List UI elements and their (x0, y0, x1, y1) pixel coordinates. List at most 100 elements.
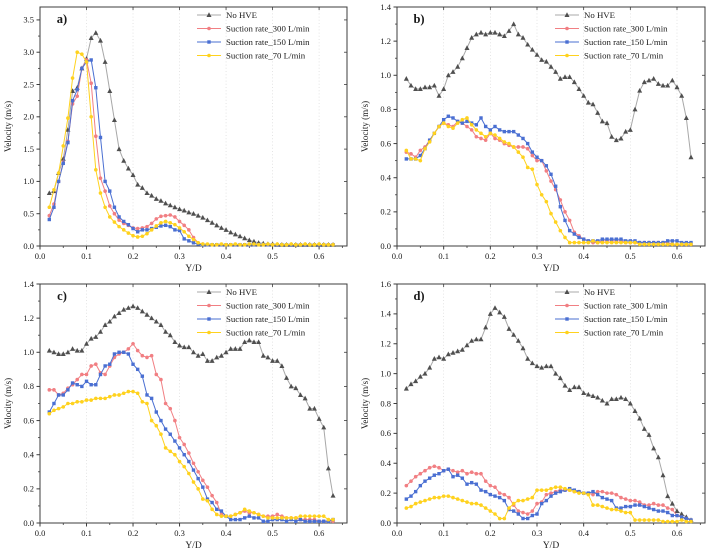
legend-label-suction-300: Suction rate_300 L/min (226, 24, 310, 34)
panel-label-a: a) (57, 12, 67, 26)
series-suction-70-c (47, 389, 335, 522)
svg-text:0.5: 0.5 (625, 251, 636, 261)
legend-item-suction-70-d: Suction rate_70 L/min (555, 328, 664, 338)
svg-text:0.6: 0.6 (672, 251, 683, 261)
svg-text:0.6: 0.6 (380, 138, 391, 148)
svg-text:0.0: 0.0 (380, 518, 391, 528)
svg-text:0.4: 0.4 (578, 251, 589, 261)
chart-c-canvas: 0.0 0.1 0.2 0.3 0.4 0.5 0.6 Y/D 0.0 0.2 0.4 0.6 0.8 1… (3, 279, 348, 551)
legend-label-suction-70: Suction rate_70 L/min (584, 51, 664, 61)
svg-text:0.5: 0.5 (267, 251, 278, 261)
subplot-c: 0.0 0.1 0.2 0.3 0.4 0.5 0.6 Y/D 0.0 0.2 0.4 0.6 0.8 1… (0, 277, 357, 554)
gridlines-b (443, 7, 678, 246)
svg-text:1.6: 1.6 (380, 279, 391, 289)
svg-text:0.6: 0.6 (23, 415, 34, 425)
subplot-d: 0.0 0.1 0.2 0.3 0.4 0.5 0.6 Y/D 0.0 0.2 0.4 0.6 0.8 1… (357, 277, 715, 554)
series-suction-150-b (404, 114, 693, 245)
x-axis-b: 0.0 0.1 0.2 0.3 0.4 0.5 0.6 Y/D (392, 7, 701, 274)
x-axis-c: 0.0 0.1 0.2 0.3 0.4 0.5 0.6 Y/D (35, 284, 343, 551)
legend-label-suction-300: Suction rate_300 L/min (584, 301, 668, 311)
y-axis-title-a: Velocity (m/s) (3, 101, 13, 152)
legend-label-no-hve: No HVE (226, 10, 257, 20)
legend-label-no-hve: No HVE (584, 287, 615, 297)
legend-c: No HVE Suction rate_300 L/min Suction rate… (197, 287, 310, 338)
svg-text:0.2: 0.2 (128, 528, 139, 538)
svg-text:0.4: 0.4 (23, 450, 34, 460)
subplot-b: 0.0 0.1 0.2 0.3 0.4 0.5 0.6 Y/D 0.0 0.2 0.4 0.6 0.8 1… (357, 0, 715, 277)
legend-item-suction-150-a: Suction rate_150 L/min (197, 37, 310, 47)
svg-text:0.8: 0.8 (23, 381, 34, 391)
y-axis-d: 0.0 0.2 0.4 0.6 0.8 1.0 1.2 1.4 1.6 Velocity (m/s… (360, 279, 705, 528)
svg-text:0.0: 0.0 (392, 528, 403, 538)
legend-item-suction-300-a: Suction rate_300 L/min (197, 24, 310, 34)
svg-text:0.1: 0.1 (81, 528, 92, 538)
chart-d-canvas: 0.0 0.1 0.2 0.3 0.4 0.5 0.6 Y/D 0.0 0.2 0.4 0.6 0.8 1… (360, 279, 706, 551)
series-suction-300-c (47, 341, 335, 524)
svg-text:2.0: 2.0 (23, 112, 34, 122)
legend-label-suction-300: Suction rate_300 L/min (584, 24, 668, 34)
svg-text:0.6: 0.6 (672, 528, 683, 538)
series-suction-150-a (47, 58, 335, 247)
svg-text:0.6: 0.6 (314, 528, 325, 538)
chart-a-canvas: 0.0 0.1 0.2 0.3 0.4 0.5 0.6 Y/D 0.0 0.5 1.0 1.5 2.0 2… (3, 6, 348, 274)
legend-item-suction-300-c: Suction rate_300 L/min (197, 301, 310, 311)
svg-text:0.2: 0.2 (380, 488, 391, 498)
y-axis-title-c: Velocity (m/s) (3, 378, 13, 429)
legend-item-suction-150-b: Suction rate_150 L/min (555, 37, 668, 47)
y-axis-a: 0.0 0.5 1.0 1.5 2.0 2.5 3.0 3.5 Velocity (m/s) (3, 15, 347, 251)
legend-label-suction-70: Suction rate_70 L/min (226, 51, 306, 61)
svg-text:1.4: 1.4 (23, 279, 34, 289)
svg-text:1.0: 1.0 (23, 347, 34, 357)
svg-text:0.0: 0.0 (392, 251, 403, 261)
legend-item-no-hve-a: No HVE (197, 10, 257, 20)
svg-text:0.4: 0.4 (221, 251, 232, 261)
legend-b: No HVE Suction rate_300 L/min Suction rate… (555, 10, 668, 61)
legend-item-suction-150-c: Suction rate_150 L/min (197, 314, 310, 324)
legend-item-no-hve-b: No HVE (555, 10, 615, 20)
legend-item-suction-300-b: Suction rate_300 L/min (555, 24, 668, 34)
series-no-hve-a (46, 30, 336, 247)
x-axis-d: 0.0 0.1 0.2 0.3 0.4 0.5 0.6 Y/D (392, 284, 701, 551)
svg-text:0.1: 0.1 (438, 251, 449, 261)
series-suction-70-b (404, 116, 693, 247)
subplot-a: 0.0 0.1 0.2 0.3 0.4 0.5 0.6 Y/D 0.0 0.5 1.0 1.5 2.0 2… (0, 0, 357, 277)
legend-label-suction-70: Suction rate_70 L/min (584, 328, 664, 338)
svg-text:0.5: 0.5 (267, 528, 278, 538)
series-suction-300-a (47, 58, 335, 247)
gridlines-c (86, 284, 320, 523)
series-suction-150-c (47, 350, 335, 523)
svg-text:1.0: 1.0 (380, 368, 391, 378)
svg-text:0.5: 0.5 (23, 209, 34, 219)
svg-text:0.2: 0.2 (485, 528, 496, 538)
svg-text:1.0: 1.0 (380, 70, 391, 80)
legend-item-suction-70-a: Suction rate_70 L/min (197, 51, 306, 61)
svg-text:0.2: 0.2 (380, 207, 391, 217)
svg-text:0.4: 0.4 (578, 528, 589, 538)
svg-text:0.0: 0.0 (23, 241, 34, 251)
x-axis-title-c: Y/D (185, 541, 202, 551)
legend-item-suction-70-c: Suction rate_70 L/min (197, 328, 306, 338)
svg-text:0.0: 0.0 (23, 518, 34, 528)
svg-text:0.3: 0.3 (174, 528, 185, 538)
svg-text:0.0: 0.0 (380, 241, 391, 251)
legend-label-suction-150: Suction rate_150 L/min (226, 37, 310, 47)
series-no-hve-b (403, 21, 694, 160)
svg-text:0.1: 0.1 (81, 251, 92, 261)
svg-text:0.4: 0.4 (221, 528, 232, 538)
svg-text:1.4: 1.4 (380, 309, 391, 319)
svg-text:0.1: 0.1 (438, 528, 449, 538)
y-axis-b: 0.0 0.2 0.4 0.6 0.8 1.0 1.2 1.4 Velocity (m/s) (360, 2, 705, 251)
gridlines-a (86, 7, 320, 246)
svg-text:0.0: 0.0 (35, 251, 46, 261)
legend-item-suction-70-b: Suction rate_70 L/min (555, 51, 664, 61)
svg-text:1.0: 1.0 (23, 176, 34, 186)
svg-text:0.6: 0.6 (314, 251, 325, 261)
svg-text:0.6: 0.6 (380, 428, 391, 438)
x-axis-title-a: Y/D (185, 264, 202, 274)
svg-text:1.2: 1.2 (23, 313, 34, 323)
series-suction-300-b (404, 119, 693, 247)
svg-text:0.2: 0.2 (128, 251, 139, 261)
svg-text:1.2: 1.2 (380, 36, 391, 46)
svg-text:0.8: 0.8 (380, 104, 391, 114)
